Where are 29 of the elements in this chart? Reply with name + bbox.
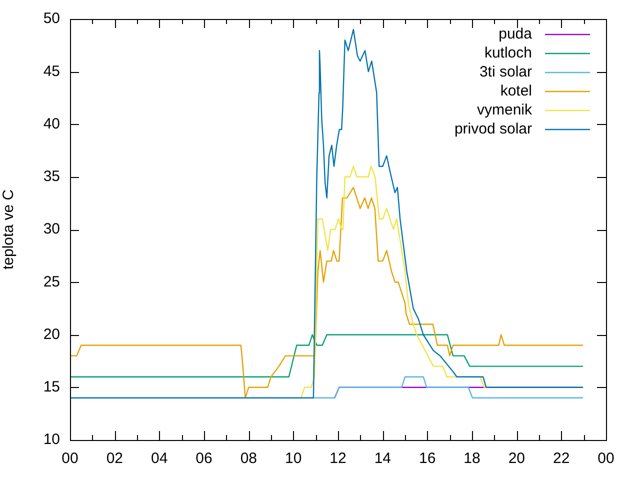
legend-label: 3ti solar: [479, 64, 532, 81]
x-tick-label: 22: [552, 450, 570, 468]
y-tick-label: 20: [43, 326, 60, 343]
y-tick-label: 10: [43, 431, 60, 448]
x-tick-label: 20: [508, 450, 526, 468]
x-tick-label: 02: [106, 450, 124, 468]
x-tick-label: 16: [418, 450, 436, 468]
y-axis-title: teplota ve C: [0, 189, 18, 270]
legend-label: privod solar: [454, 120, 532, 138]
legend-label: vymenik: [476, 102, 532, 119]
legend-label: kutloch: [484, 44, 532, 62]
y-tick-label: 40: [43, 115, 60, 132]
y-tick-label: 30: [43, 220, 60, 238]
y-tick-label: 45: [43, 62, 60, 80]
x-tick-label: 08: [240, 450, 258, 468]
y-tick-label: 50: [43, 10, 60, 28]
x-tick-label: 04: [150, 450, 168, 468]
legend-label: puda: [498, 26, 533, 43]
x-tick-label: 00: [598, 450, 614, 468]
y-tick-label: 15: [43, 378, 60, 396]
legend-label: kotel: [500, 82, 532, 100]
y-tick-label: 25: [43, 273, 60, 290]
x-tick-label: 12: [330, 450, 346, 468]
y-tick-label: 35: [43, 168, 60, 186]
x-tick-label: 18: [464, 450, 480, 468]
x-tick-label: 10: [284, 450, 302, 468]
x-tick-label: 06: [196, 450, 212, 468]
x-tick-label: 00: [62, 450, 78, 468]
x-tick-label: 14: [374, 450, 392, 468]
